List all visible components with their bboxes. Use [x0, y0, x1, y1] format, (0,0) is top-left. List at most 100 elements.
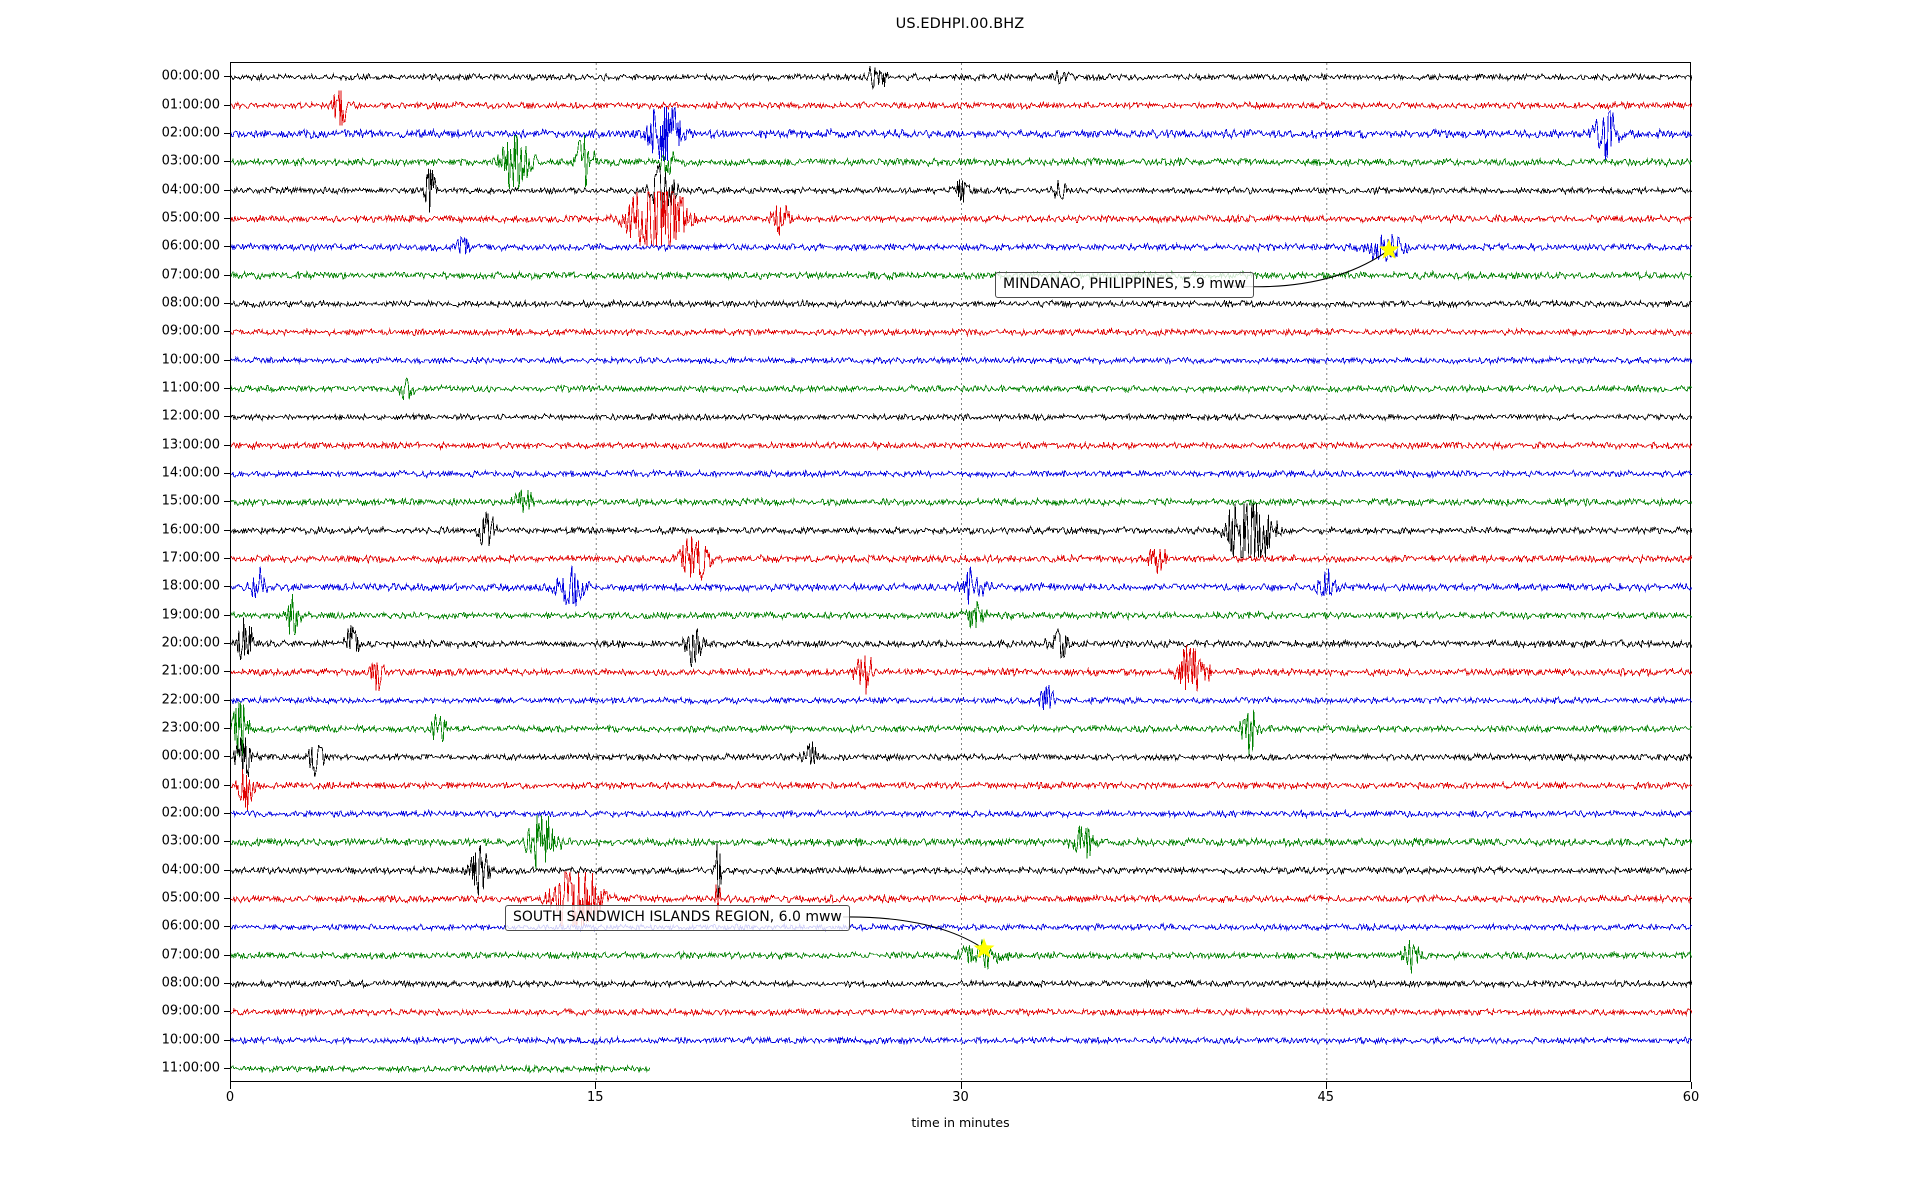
x-tick-label-0: 0 [225, 1090, 235, 1105]
y-tick-mark [224, 982, 231, 984]
y-tick-label-row-2: 02:00:00 [161, 125, 220, 141]
trace-row-34 [231, 1035, 1692, 1046]
trace-row-04 [231, 163, 1692, 218]
trace-row-31 [231, 939, 1692, 974]
y-tick-mark [224, 614, 231, 616]
y-tick-mark [224, 76, 231, 78]
y-tick-label-row-15: 15:00:00 [161, 493, 220, 509]
y-tick-mark [224, 812, 231, 814]
y-tick-label-row-20: 20:00:00 [161, 635, 220, 651]
y-tick-mark [224, 472, 231, 474]
y-tick-label-row-14: 14:00:00 [161, 465, 220, 481]
y-tick-label-row-29: 05:00:00 [161, 890, 220, 906]
y-tick-label-row-17: 17:00:00 [161, 550, 220, 566]
x-tick-mark [595, 1082, 597, 1089]
trace-row-22 [231, 685, 1692, 710]
y-tick-mark [224, 897, 231, 899]
y-tick-label-row-7: 07:00:00 [161, 267, 220, 282]
trace-row-08 [231, 298, 1692, 309]
y-tick-label-row-10: 10:00:00 [161, 352, 220, 367]
seismic-traces [231, 63, 1692, 1083]
y-tick-mark [224, 756, 231, 758]
trace-row-16 [231, 503, 1692, 558]
y-tick-label-row-18: 18:00:00 [161, 578, 220, 594]
trace-row-03 [231, 135, 1692, 190]
y-tick-mark [224, 727, 231, 729]
y-tick-label-row-1: 01:00:00 [161, 97, 220, 112]
x-tick-mark [230, 1082, 231, 1089]
trace-row-24 [231, 736, 1692, 778]
trace-row-27 [231, 815, 1692, 870]
y-tick-label-row-16: 16:00:00 [161, 522, 220, 537]
trace-row-23 [231, 701, 1692, 756]
y-tick-mark [224, 784, 231, 786]
x-tick-label-15: 15 [586, 1090, 604, 1105]
y-tick-label-row-31: 07:00:00 [161, 947, 220, 962]
x-tick-mark [960, 1082, 962, 1089]
trace-row-15 [231, 489, 1692, 513]
y-tick-mark [224, 302, 231, 304]
y-tick-label-row-24: 00:00:00 [161, 748, 220, 764]
trace-row-06 [231, 234, 1692, 263]
trace-row-05 [231, 191, 1692, 247]
y-tick-label-row-9: 09:00:00 [161, 323, 220, 339]
y-tick-label-row-30: 06:00:00 [161, 918, 220, 934]
y-tick-label-row-8: 08:00:00 [161, 295, 220, 311]
x-tick-mark [1325, 1082, 1327, 1089]
trace-row-00 [231, 65, 1692, 90]
y-tick-mark [224, 529, 231, 531]
y-tick-mark [224, 671, 231, 673]
page-title: US.EDHPI.00.BHZ [895, 16, 1025, 32]
trace-row-12 [231, 412, 1692, 422]
y-tick-mark [224, 1067, 231, 1069]
y-tick-mark [224, 189, 231, 191]
y-tick-label-row-21: 21:00:00 [161, 663, 220, 679]
event-annotation-0[interactable]: MINDANAO, PHILIPPINES, 5.9 mww [995, 272, 1254, 298]
y-tick-mark [224, 926, 231, 928]
y-tick-label-row-0: 00:00:00 [161, 68, 220, 84]
trace-row-09 [231, 326, 1692, 338]
plot-axes [230, 62, 1692, 1083]
trace-row-02 [231, 106, 1692, 161]
trace-row-07 [231, 269, 1692, 282]
y-tick-mark [224, 161, 231, 163]
y-tick-mark [224, 557, 231, 559]
y-tick-mark [224, 586, 231, 588]
trace-row-18 [231, 565, 1692, 607]
y-tick-label-row-28: 04:00:00 [161, 862, 220, 877]
y-tick-label-row-27: 03:00:00 [161, 833, 220, 849]
trace-row-19 [231, 594, 1692, 636]
y-tick-label-row-12: 12:00:00 [161, 408, 220, 424]
y-tick-label-row-35: 11:00:00 [161, 1060, 220, 1076]
event-annotation-1[interactable]: SOUTH SANDWICH ISLANDS REGION, 6.0 mww [505, 905, 850, 931]
y-tick-mark [224, 841, 231, 843]
y-tick-mark [224, 274, 231, 276]
y-tick-mark [224, 501, 231, 503]
y-tick-mark [224, 359, 231, 361]
trace-row-29 [231, 871, 1692, 927]
y-tick-label-row-19: 19:00:00 [161, 607, 220, 622]
y-tick-mark [224, 1039, 231, 1041]
y-tick-mark [224, 104, 231, 106]
y-tick-mark [224, 869, 231, 871]
y-tick-label-row-4: 04:00:00 [161, 182, 220, 197]
y-tick-mark [224, 699, 231, 701]
y-tick-label-row-5: 05:00:00 [161, 210, 220, 226]
x-tick-label-60: 60 [1682, 1090, 1700, 1105]
x-tick-label-45: 45 [1317, 1090, 1335, 1105]
x-tick-mark [1691, 1082, 1692, 1089]
y-tick-label-row-26: 02:00:00 [161, 805, 220, 821]
y-tick-label-row-3: 03:00:00 [161, 153, 220, 169]
trace-row-25 [231, 769, 1692, 812]
trace-row-32 [231, 978, 1692, 989]
y-tick-mark [224, 954, 231, 956]
trace-row-21 [231, 645, 1692, 695]
trace-row-17 [231, 536, 1692, 581]
y-tick-label-row-11: 11:00:00 [161, 380, 220, 396]
y-tick-mark [224, 217, 231, 219]
y-tick-label-row-25: 01:00:00 [161, 777, 220, 792]
y-tick-mark [224, 132, 231, 134]
y-tick-label-row-13: 13:00:00 [161, 437, 220, 452]
y-tick-mark [224, 642, 231, 644]
x-tick-label-30: 30 [952, 1090, 969, 1105]
